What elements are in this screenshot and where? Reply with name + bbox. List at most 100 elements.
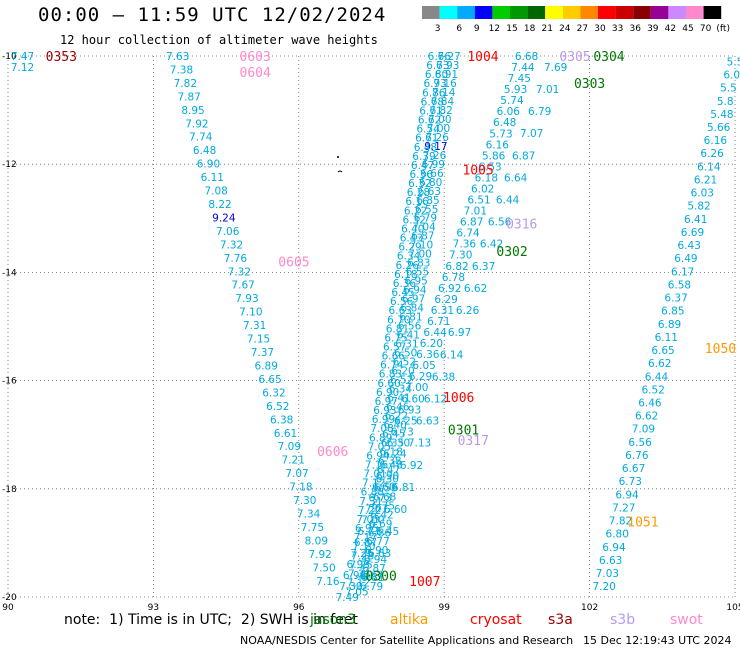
wave-height-value: 6.18 bbox=[475, 172, 498, 184]
wave-height-value: 6.46 bbox=[386, 401, 410, 413]
wave-height-value: 6.52 bbox=[390, 374, 413, 386]
wave-height-value: 6.73 bbox=[369, 493, 392, 505]
wave-height-value: 7.00 bbox=[361, 515, 384, 527]
wave-height-value: 6.93 bbox=[347, 559, 370, 571]
pass-number-label: 1007 bbox=[409, 575, 440, 590]
wave-height-value: 6.94 bbox=[403, 285, 427, 297]
wave-height-value: 6.12 bbox=[424, 393, 447, 405]
wave-height-value: 7.63 bbox=[166, 51, 189, 63]
wave-height-value: 7.04 bbox=[412, 222, 436, 234]
wave-height-value: 6.94 bbox=[364, 554, 388, 566]
page-title: 00:00 — 11:59 UTC 12/02/2024 bbox=[38, 4, 387, 26]
wave-height-value: 6.22 bbox=[404, 205, 427, 217]
wave-height-value: 6.63 bbox=[416, 416, 439, 428]
satellite-legend-item: altika bbox=[390, 612, 429, 628]
wave-height-value: 6.56 bbox=[398, 321, 422, 333]
wave-height-value: 7.00 bbox=[427, 123, 450, 135]
wave-height-value: 7.21 bbox=[348, 568, 371, 580]
wave-height-value: 6.48 bbox=[379, 460, 402, 472]
wave-height-value: 6.64 bbox=[504, 172, 528, 184]
wave-height-value: 6.50 bbox=[394, 348, 417, 360]
wave-height-value: 7.17 bbox=[354, 532, 377, 544]
y-tick-label: -12 bbox=[2, 160, 17, 170]
color-swatch bbox=[492, 6, 510, 19]
wave-height-value: 6.28 bbox=[407, 187, 430, 199]
wave-height-value: 6.99 bbox=[343, 570, 366, 582]
pass-number-label: 0603 bbox=[240, 50, 271, 65]
wave-height-value: 6.90 bbox=[197, 159, 220, 171]
wave-height-value: 6.79 bbox=[414, 213, 437, 225]
wave-height-value: 6.36 bbox=[410, 169, 434, 181]
wave-height-value: 7.93 bbox=[235, 293, 258, 305]
wave-height-value: 6.62 bbox=[648, 358, 671, 370]
wave-height-value: 6.42 bbox=[480, 239, 503, 251]
wave-height-value: 6.46 bbox=[638, 398, 662, 410]
wave-height-value: 7.34 bbox=[297, 508, 321, 520]
wave-height-value: 6.99 bbox=[372, 414, 395, 426]
color-swatch bbox=[422, 6, 440, 19]
wave-height-value: 6.37 bbox=[664, 293, 687, 305]
wave-height-value: 6.40 bbox=[401, 223, 424, 235]
color-scale-label: 30 bbox=[594, 24, 606, 34]
wave-height-value: 6.81 bbox=[399, 312, 422, 324]
x-tick-label: 93 bbox=[148, 603, 159, 612]
pass-number-label: 0304 bbox=[593, 50, 624, 65]
wave-height-value: 6.95 bbox=[355, 523, 378, 535]
wave-height-value: 6.22 bbox=[385, 410, 408, 422]
wave-height-value: 7.16 bbox=[365, 460, 389, 472]
wave-height-value: 6.17 bbox=[671, 266, 694, 278]
wave-height-value: 6.16 bbox=[486, 139, 510, 151]
wave-height-value: 6.31 bbox=[395, 339, 418, 351]
wave-height-value: 6.90 bbox=[365, 545, 388, 557]
wave-height-value: 6.92 bbox=[400, 460, 423, 472]
wave-height-value: 6.29 bbox=[409, 371, 432, 383]
color-swatch bbox=[510, 6, 528, 19]
wave-height-value: 7.07 bbox=[365, 504, 388, 516]
wave-height-value: 6.65 bbox=[258, 374, 281, 386]
wave-height-value: 7.07 bbox=[285, 468, 308, 480]
wave-height-value: 6.66 bbox=[428, 51, 452, 63]
wave-height-value: 6.11 bbox=[655, 332, 678, 344]
wave-height-value: 6.51 bbox=[467, 195, 490, 207]
wave-height-value: 6.80 bbox=[606, 529, 629, 541]
wave-height-value: 6.89 bbox=[658, 319, 681, 331]
wave-height-value: 5.66 bbox=[707, 122, 731, 134]
wave-height-value: 7.13 bbox=[408, 438, 431, 450]
wave-height-value: 6.62 bbox=[635, 411, 658, 423]
wave-height-value: 6.99 bbox=[422, 159, 445, 171]
wave-height-value: 5.5 bbox=[720, 83, 737, 95]
color-scale-label: 45 bbox=[682, 24, 693, 34]
wave-height-value: 6.47 bbox=[377, 464, 400, 476]
color-scale-label: 18 bbox=[524, 24, 536, 34]
wave-height-value: 8.09 bbox=[305, 535, 328, 547]
wave-height-value: 6.63 bbox=[599, 555, 622, 567]
wave-height-value: 6.81 bbox=[361, 572, 384, 584]
color-swatch bbox=[686, 6, 704, 19]
wave-height-value: 7.37 bbox=[251, 347, 274, 359]
wave-height-value: 7.27 bbox=[612, 502, 635, 514]
pass-number-label: 1005 bbox=[462, 164, 493, 179]
wave-height-value: 6.52 bbox=[266, 401, 289, 413]
wave-height-value: 9.17 bbox=[424, 141, 447, 153]
pass-number-label: 0303 bbox=[574, 77, 605, 92]
wave-height-value: 7.00 bbox=[405, 382, 428, 394]
wave-height-value: 6.02 bbox=[471, 183, 494, 195]
wave-height-value: 7.08 bbox=[204, 186, 227, 198]
wave-height-value: 7.18 bbox=[289, 482, 312, 494]
pass-number-label: 0300 bbox=[366, 569, 397, 584]
wave-height-value: 6.91 bbox=[435, 69, 458, 81]
wave-height-value: 6.90 bbox=[376, 387, 399, 399]
wave-height-value: 6.83 bbox=[407, 258, 430, 270]
color-scale-label: 36 bbox=[629, 24, 641, 34]
satellite-legend-item: s3a bbox=[548, 612, 573, 628]
pass-number-label: 0302 bbox=[496, 245, 527, 260]
wave-height-value: 6.84 bbox=[431, 96, 455, 108]
color-swatch bbox=[633, 6, 651, 19]
wave-height-value: 7.87 bbox=[177, 91, 200, 103]
wave-height-value: 6.62 bbox=[464, 283, 487, 295]
color-scale-label: 39 bbox=[647, 24, 659, 34]
wave-height-value: 6.90 bbox=[376, 471, 399, 483]
wave-height-value: 6.63 bbox=[389, 305, 412, 317]
color-swatch bbox=[598, 6, 616, 19]
